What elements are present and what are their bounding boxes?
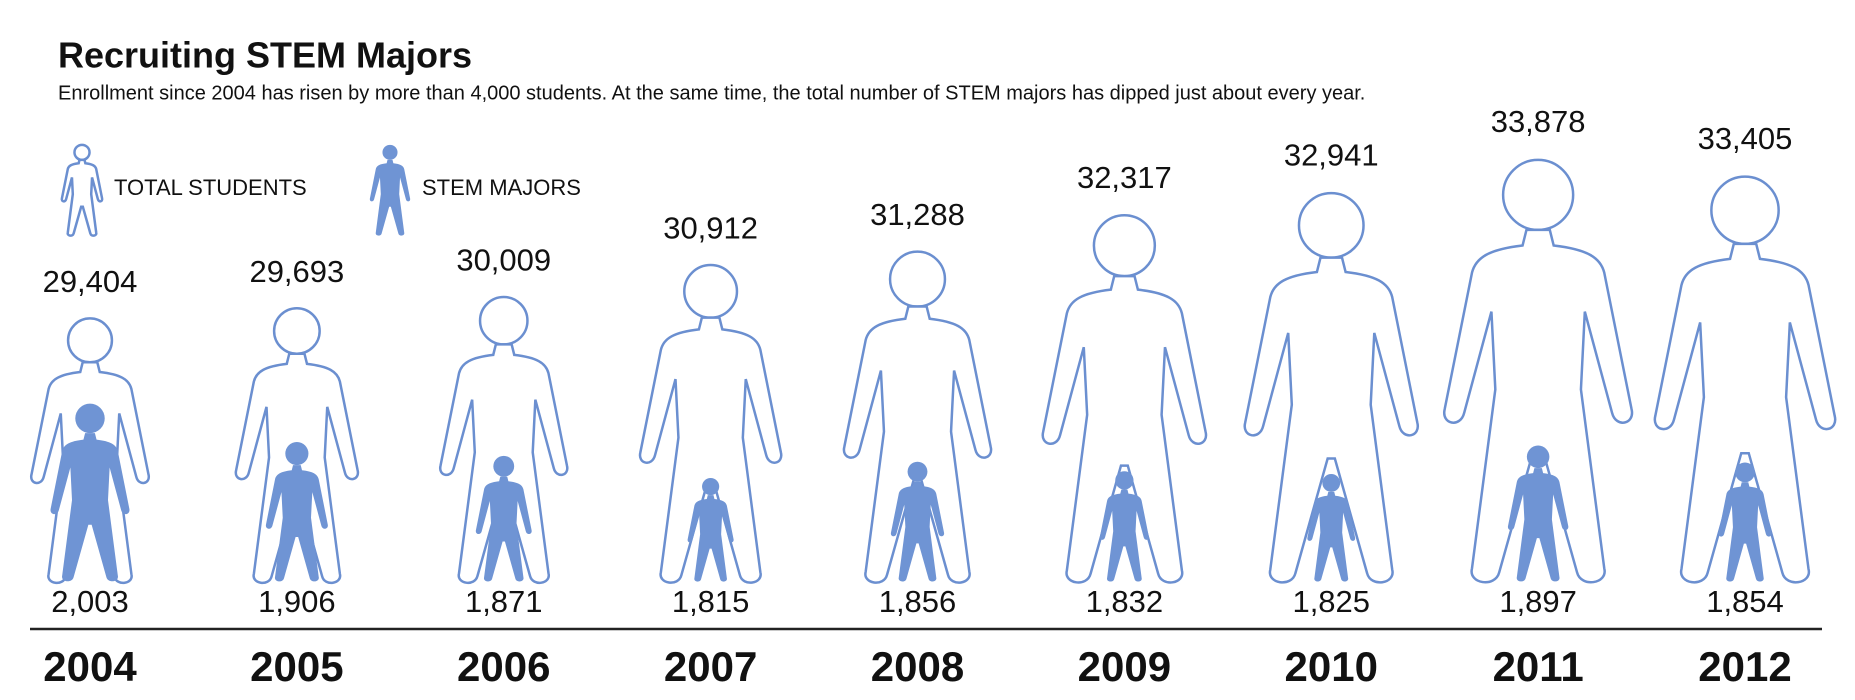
stem-figure-body: [1507, 468, 1569, 582]
stem-figure-body: [890, 481, 945, 582]
stem-figure: [890, 461, 945, 582]
x-tick-label: 2006: [457, 643, 550, 690]
stem-label: 1,871: [465, 584, 543, 619]
stem-figure-head: [702, 477, 720, 496]
legend-icon-head: [74, 145, 89, 160]
stem-label: 2,003: [51, 584, 129, 619]
stem-figure-body: [50, 433, 130, 582]
stem-figure-body: [1307, 491, 1356, 582]
total-label: 32,317: [1077, 160, 1172, 195]
x-tick-label: 2012: [1698, 643, 1791, 690]
stem-label: 1,832: [1086, 584, 1164, 619]
total-figure-body: [1043, 276, 1206, 582]
total-figure-head: [684, 265, 737, 318]
total-label: 33,878: [1491, 104, 1586, 139]
chart-title: Recruiting STEM Majors: [58, 35, 472, 76]
stem-figure-head: [1322, 474, 1341, 492]
stem-figure: [50, 403, 130, 582]
stem-label: 1,856: [879, 584, 957, 619]
stem-figure-head: [1735, 462, 1755, 483]
x-tick-label: 2008: [871, 643, 964, 690]
total-label: 29,404: [43, 264, 138, 299]
stem-figure: [475, 455, 532, 582]
total-figure-body: [1655, 244, 1835, 582]
total-figure: [1043, 215, 1206, 582]
total-figure-body: [1245, 258, 1418, 583]
total-figure: [1655, 177, 1835, 583]
stem-figure: [687, 477, 734, 582]
stem-figure: [1507, 445, 1569, 582]
total-label: 33,405: [1698, 121, 1793, 156]
total-figure-head: [480, 297, 527, 344]
stem-figure-head: [75, 403, 105, 434]
stem-label: 1,906: [258, 584, 336, 619]
legend-icon: [62, 145, 102, 236]
legend-icon-body: [369, 159, 411, 236]
stem-figure-body: [475, 476, 532, 582]
total-label: 30,912: [663, 210, 758, 245]
stem-figure: [265, 441, 328, 582]
legend-icon: [369, 144, 411, 236]
legend-icon-head: [382, 144, 398, 160]
x-tick-label: 2009: [1078, 643, 1171, 690]
total-figure-head: [1503, 160, 1573, 230]
chart-subtitle: Enrollment since 2004 has risen by more …: [58, 82, 1365, 104]
stem-label: 1,854: [1706, 584, 1784, 619]
legend-icon-body: [62, 160, 102, 236]
stem-figure-body: [1099, 489, 1149, 582]
total-label: 29,693: [249, 254, 344, 289]
stem-figure-head: [907, 461, 928, 482]
total-label: 32,941: [1284, 138, 1379, 173]
stem-figure: [1099, 471, 1149, 582]
x-tick-label: 2004: [43, 643, 137, 690]
stem-figure-body: [687, 495, 734, 582]
x-tick-label: 2011: [1493, 643, 1584, 690]
stem-figure-head: [1115, 471, 1134, 490]
stem-label: 1,897: [1499, 584, 1577, 619]
total-label: 30,009: [456, 243, 551, 278]
total-figure-head: [890, 252, 945, 307]
total-figure-head: [1711, 177, 1778, 244]
stem-figure-body: [1718, 482, 1772, 582]
stem-figure-head: [493, 455, 515, 477]
legend-label: STEM MAJORS: [422, 175, 581, 200]
total-figure: [1245, 193, 1418, 582]
stem-figure-head: [1526, 445, 1550, 469]
total-figure-head: [274, 308, 320, 354]
x-tick-label: 2010: [1285, 643, 1378, 690]
stem-figure: [1718, 462, 1772, 582]
legend-label: TOTAL STUDENTS: [114, 175, 307, 200]
stem-label: 1,825: [1292, 584, 1370, 619]
total-figure-head: [68, 318, 112, 362]
total-figure: [844, 252, 991, 583]
x-tick-label: 2005: [250, 643, 343, 690]
total-figure-head: [1299, 193, 1364, 258]
total-label: 31,288: [870, 197, 965, 232]
x-tick-label: 2007: [664, 643, 757, 690]
stem-figure: [1307, 474, 1356, 582]
stem-figure-body: [265, 465, 328, 582]
stem-figure-head: [285, 441, 309, 466]
stem-label: 1,815: [672, 584, 750, 619]
total-figure-head: [1094, 215, 1155, 276]
